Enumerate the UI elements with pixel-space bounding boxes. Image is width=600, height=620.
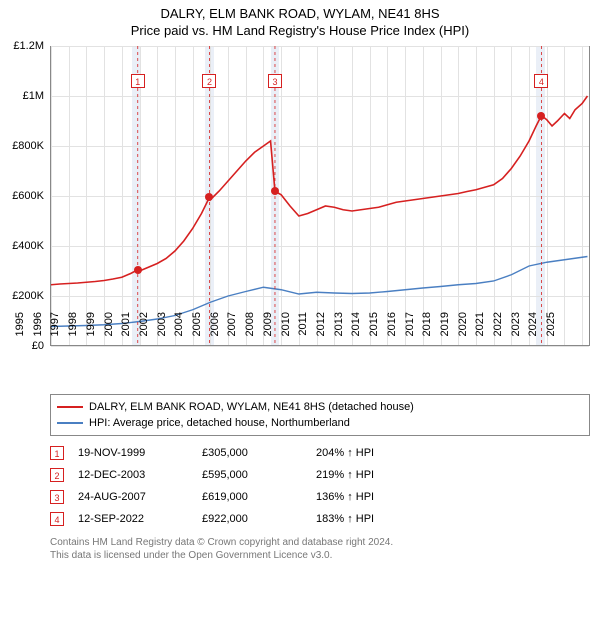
sale-row-price: £619,000 [202, 491, 302, 503]
footer-attribution: Contains HM Land Registry data © Crown c… [50, 536, 590, 562]
chart-container: DALRY, ELM BANK ROAD, WYLAM, NE41 8HS Pr… [0, 0, 600, 620]
sale-row-price: £922,000 [202, 513, 302, 525]
x-tick-label: 1999 [85, 312, 97, 352]
sale-row: 1 19-NOV-1999 £305,000 204% ↑ HPI [50, 442, 590, 464]
sale-row-delta: 183% ↑ HPI [316, 513, 590, 525]
x-tick-label: 2012 [315, 312, 327, 352]
y-tick-label: £1M [23, 90, 44, 102]
sale-row-marker: 1 [50, 446, 64, 460]
x-tick-label: 2017 [404, 312, 416, 352]
x-tick-label: 2015 [368, 312, 380, 352]
x-tick-label: 2007 [226, 312, 238, 352]
legend-item: HPI: Average price, detached house, Nort… [57, 415, 583, 431]
x-tick-label: 2001 [120, 312, 132, 352]
x-tick-label: 1997 [49, 312, 61, 352]
sale-marker-dot [271, 187, 279, 195]
x-tick-label: 2000 [103, 312, 115, 352]
x-tick-label: 2023 [510, 312, 522, 352]
sale-marker-label: 2 [202, 74, 216, 88]
sale-marker-dot [205, 193, 213, 201]
sale-row-marker: 3 [50, 490, 64, 504]
series-property [51, 96, 587, 285]
sale-marker-label: 3 [268, 74, 282, 88]
legend-label: DALRY, ELM BANK ROAD, WYLAM, NE41 8HS (d… [89, 401, 414, 413]
footer-line-2: This data is licensed under the Open Gov… [50, 549, 590, 562]
plot-region: 1 2 3 4 [50, 46, 590, 346]
x-tick-label: 2005 [191, 312, 203, 352]
x-tick-label: 2016 [386, 312, 398, 352]
sale-row-date: 12-DEC-2003 [78, 469, 188, 481]
x-tick-label: 2013 [333, 312, 345, 352]
y-tick-label: £400K [12, 240, 44, 252]
y-tick-label: £1.2M [13, 40, 44, 52]
sale-row-delta: 204% ↑ HPI [316, 447, 590, 459]
x-tick-label: 2019 [439, 312, 451, 352]
y-tick-label: £800K [12, 140, 44, 152]
sale-row-delta: 136% ↑ HPI [316, 491, 590, 503]
line-svg [51, 46, 591, 346]
sale-row: 3 24-AUG-2007 £619,000 136% ↑ HPI [50, 486, 590, 508]
sales-table: 1 19-NOV-1999 £305,000 204% ↑ HPI 2 12-DEC-20… [50, 442, 590, 530]
x-tick-label: 2002 [138, 312, 150, 352]
x-tick-label: 1995 [14, 312, 26, 352]
x-tick-label: 1996 [32, 312, 44, 352]
sale-marker-dot [537, 112, 545, 120]
legend-label: HPI: Average price, detached house, Nort… [89, 417, 350, 429]
sale-row-price: £595,000 [202, 469, 302, 481]
title-subtitle: Price paid vs. HM Land Registry's House … [8, 23, 592, 38]
x-tick-label: 2020 [457, 312, 469, 352]
x-tick-label: 2021 [474, 312, 486, 352]
sale-row-price: £305,000 [202, 447, 302, 459]
x-tick-label: 2011 [297, 312, 309, 352]
chart-area: 1234 £0£200K£400K£600K£800K£1M£1.2M19951… [50, 46, 590, 346]
y-tick-label: £200K [12, 290, 44, 302]
x-tick-label: 2022 [492, 312, 504, 352]
x-tick-label: 2014 [350, 312, 362, 352]
x-tick-label: 2010 [280, 312, 292, 352]
sale-row-marker: 2 [50, 468, 64, 482]
x-tick-label: 2024 [527, 312, 539, 352]
x-tick-label: 2009 [262, 312, 274, 352]
x-tick-label: 2003 [156, 312, 168, 352]
x-tick-label: 2006 [209, 312, 221, 352]
x-tick-label: 2018 [421, 312, 433, 352]
x-tick-label: 2004 [173, 312, 185, 352]
sale-row-marker: 4 [50, 512, 64, 526]
title-block: DALRY, ELM BANK ROAD, WYLAM, NE41 8HS Pr… [8, 6, 592, 38]
legend-item: DALRY, ELM BANK ROAD, WYLAM, NE41 8HS (d… [57, 399, 583, 415]
sale-row: 4 12-SEP-2022 £922,000 183% ↑ HPI [50, 508, 590, 530]
sale-row-delta: 219% ↑ HPI [316, 469, 590, 481]
footer-line-1: Contains HM Land Registry data © Crown c… [50, 536, 590, 549]
sale-marker-dot [134, 266, 142, 274]
sale-marker-label: 1 [131, 74, 145, 88]
sale-row: 2 12-DEC-2003 £595,000 219% ↑ HPI [50, 464, 590, 486]
sale-row-date: 19-NOV-1999 [78, 447, 188, 459]
sale-row-date: 24-AUG-2007 [78, 491, 188, 503]
x-tick-label: 1998 [67, 312, 79, 352]
x-tick-label: 2025 [545, 312, 557, 352]
sale-row-date: 12-SEP-2022 [78, 513, 188, 525]
legend: DALRY, ELM BANK ROAD, WYLAM, NE41 8HS (d… [50, 394, 590, 436]
y-tick-label: £600K [12, 190, 44, 202]
title-address: DALRY, ELM BANK ROAD, WYLAM, NE41 8HS [8, 6, 592, 21]
sale-marker-label: 4 [534, 74, 548, 88]
x-tick-label: 2008 [244, 312, 256, 352]
legend-swatch [57, 406, 83, 408]
legend-swatch [57, 422, 83, 424]
